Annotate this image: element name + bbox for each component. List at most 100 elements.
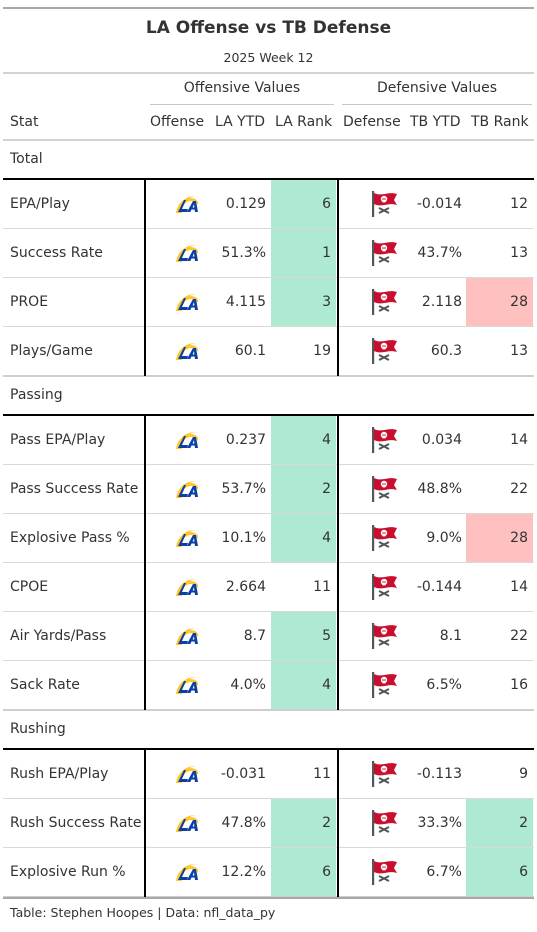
tb-rank-value: 28 xyxy=(510,530,528,546)
la-ytd-value: 51.3% xyxy=(221,245,266,261)
group-end-rule xyxy=(3,375,534,377)
la-rank-value: 6 xyxy=(322,196,331,212)
la-rank-value: 4 xyxy=(322,677,331,693)
buccaneers-flag-icon xyxy=(368,858,398,890)
rams-logo-icon xyxy=(173,340,203,366)
tb-ytd-value: 6.5% xyxy=(426,677,462,693)
tb-ytd-value: 2.118 xyxy=(421,294,462,310)
la-ytd-value: 0.237 xyxy=(225,432,266,448)
la-ytd-value: 47.8% xyxy=(221,815,266,831)
tb-rank-value: 13 xyxy=(510,245,528,261)
la-rank-value: 3 xyxy=(322,294,331,310)
tb-ytd-value: 8.1 xyxy=(439,628,462,644)
stat-name: Success Rate xyxy=(10,245,103,261)
buccaneers-flag-icon xyxy=(368,760,398,792)
stat-name: PROE xyxy=(10,294,49,310)
offense-divider-line xyxy=(144,750,146,897)
stat-name: EPA/Play xyxy=(10,196,70,212)
tb-rank-value: 2 xyxy=(519,815,528,831)
tb-rank-highlight xyxy=(466,799,533,847)
tb-ytd-value: -0.144 xyxy=(416,579,462,595)
tb-ytd-value: -0.113 xyxy=(416,766,462,782)
la-ytd-value: 4.115 xyxy=(225,294,266,310)
buccaneers-flag-icon xyxy=(368,239,398,271)
tb-ytd-value: 60.3 xyxy=(430,343,462,359)
group-label: Passing xyxy=(10,387,63,403)
offensive-spanner-underline xyxy=(150,104,334,105)
buccaneers-flag-icon xyxy=(368,475,398,507)
stat-name: Pass Success Rate xyxy=(10,481,139,497)
tb-ytd-value: 33.3% xyxy=(417,815,462,831)
la-ytd-value: 2.664 xyxy=(225,579,266,595)
defensive-values-spanner: Defensive Values xyxy=(376,80,498,96)
bottom-rule xyxy=(3,897,534,899)
stat-name: Explosive Pass % xyxy=(10,530,130,546)
tb-rank-value: 6 xyxy=(519,864,528,880)
col-header-offense: Offense xyxy=(150,114,205,130)
col-header-stat: Stat xyxy=(10,114,39,130)
defense-divider-line xyxy=(337,416,339,710)
rams-logo-icon xyxy=(173,576,203,602)
la-ytd-value: 4.0% xyxy=(230,677,266,693)
buccaneers-flag-icon xyxy=(368,809,398,841)
la-rank-value: 11 xyxy=(313,579,331,595)
la-rank-highlight xyxy=(271,180,336,228)
rams-logo-icon xyxy=(173,861,203,887)
defense-divider-line xyxy=(337,750,339,897)
la-rank-highlight xyxy=(271,278,336,326)
offense-divider-line xyxy=(144,416,146,710)
buccaneers-flag-icon xyxy=(368,190,398,222)
row-rule xyxy=(3,326,534,327)
la-rank-highlight xyxy=(271,848,336,896)
rams-logo-icon xyxy=(173,625,203,651)
header-rule xyxy=(3,72,534,74)
buccaneers-flag-icon xyxy=(368,288,398,320)
la-rank-highlight xyxy=(271,416,336,464)
la-rank-highlight xyxy=(271,612,336,660)
la-rank-value: 19 xyxy=(313,343,331,359)
buccaneers-flag-icon xyxy=(368,622,398,654)
tb-rank-value: 14 xyxy=(510,579,528,595)
rams-logo-icon xyxy=(173,674,203,700)
row-rule xyxy=(3,464,534,465)
row-rule xyxy=(3,611,534,612)
group-rule xyxy=(3,414,534,416)
buccaneers-flag-icon xyxy=(368,524,398,556)
tb-rank-value: 13 xyxy=(510,343,528,359)
la-ytd-value: -0.031 xyxy=(220,766,266,782)
group-end-rule xyxy=(3,709,534,711)
stat-name: Air Yards/Pass xyxy=(10,628,107,644)
row-rule xyxy=(3,513,534,514)
rams-logo-icon xyxy=(173,812,203,838)
la-ytd-value: 10.1% xyxy=(221,530,266,546)
row-rule xyxy=(3,277,534,278)
la-rank-highlight xyxy=(271,514,336,562)
group-label: Total xyxy=(10,151,43,167)
rams-logo-icon xyxy=(173,193,203,219)
tb-rank-value: 14 xyxy=(510,432,528,448)
stat-name: Plays/Game xyxy=(10,343,93,359)
stat-name: Pass EPA/Play xyxy=(10,432,106,448)
la-rank-value: 4 xyxy=(322,530,331,546)
row-rule xyxy=(3,660,534,661)
la-ytd-value: 8.7 xyxy=(243,628,266,644)
tb-rank-value: 28 xyxy=(510,294,528,310)
rams-logo-icon xyxy=(173,242,203,268)
row-rule xyxy=(3,798,534,799)
stat-name: CPOE xyxy=(10,579,49,595)
tb-ytd-value: -0.014 xyxy=(416,196,462,212)
col-header-defense: Defense xyxy=(343,114,401,130)
la-rank-highlight xyxy=(271,229,336,277)
tb-rank-highlight xyxy=(466,848,533,896)
defensive-spanner-underline xyxy=(342,104,532,105)
buccaneers-flag-icon xyxy=(368,337,398,369)
la-rank-value: 4 xyxy=(322,432,331,448)
stat-name: Rush Success Rate xyxy=(10,815,142,831)
offense-divider-line xyxy=(144,180,146,376)
rams-logo-icon xyxy=(173,763,203,789)
rams-logo-icon xyxy=(173,429,203,455)
la-rank-value: 2 xyxy=(322,481,331,497)
la-rank-highlight xyxy=(271,661,336,709)
source-note: Table: Stephen Hoopes | Data: nfl_data_p… xyxy=(10,905,276,920)
